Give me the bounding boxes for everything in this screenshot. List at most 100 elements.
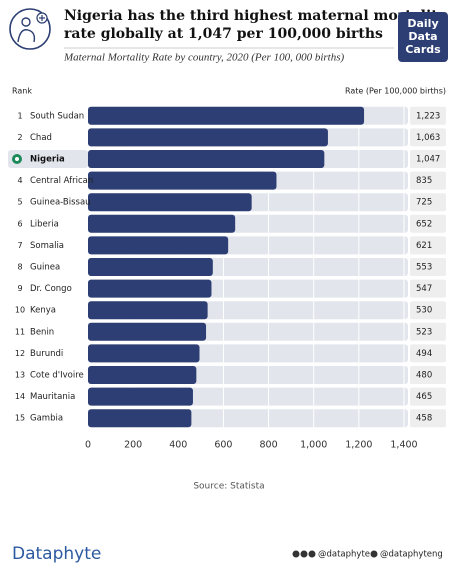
value-box <box>410 344 446 363</box>
bar <box>88 106 365 125</box>
value-box <box>410 171 446 190</box>
value-label: 1,047 <box>416 155 440 165</box>
category-label: Benin <box>30 327 54 337</box>
rank: 13 <box>15 371 25 380</box>
category-label: Central African <box>30 176 93 186</box>
bar <box>88 366 197 384</box>
rank-icon <box>15 157 19 161</box>
value-label: 553 <box>416 263 432 273</box>
value-box <box>410 214 446 233</box>
chart-title: rate globally at 1,047 per 100,000 birth… <box>64 26 383 42</box>
logo-text: Data <box>408 30 437 43</box>
handle: @dataphyte <box>318 550 370 560</box>
value-box <box>410 193 446 212</box>
rank: 5 <box>17 198 22 207</box>
x-tick-label: 400 <box>169 440 187 451</box>
value-label: 465 <box>416 392 432 402</box>
value-label: 652 <box>416 219 432 229</box>
value-label: 1,223 <box>416 111 440 121</box>
axis-label: Rate (Per 100,000 births) <box>345 87 446 96</box>
rank: 1 <box>17 111 22 120</box>
category-label: Liberia <box>30 219 59 229</box>
rank: 4 <box>17 176 22 185</box>
bar <box>88 322 207 341</box>
value-box <box>410 301 446 320</box>
category-label: Mauritania <box>30 392 75 402</box>
category-label: Burundi <box>30 349 63 359</box>
bar <box>88 236 229 255</box>
category-label: South Sudan <box>30 111 84 121</box>
highlight-row <box>8 150 88 168</box>
value-box <box>410 150 446 168</box>
value-label: 458 <box>416 414 432 424</box>
rank-label: Rank <box>12 87 32 96</box>
rank: 12 <box>15 349 25 358</box>
bar <box>88 279 212 298</box>
rank: 11 <box>15 327 25 336</box>
value-label: 1,063 <box>416 133 440 143</box>
x-tick-label: 0 <box>85 440 91 451</box>
brand: Dataphyte <box>12 544 101 564</box>
value-box <box>410 128 446 147</box>
x-tick-label: 800 <box>260 440 278 451</box>
bar <box>88 214 236 233</box>
value-box <box>410 279 446 298</box>
value-box <box>410 236 446 255</box>
chart-subtitle: Maternal Mortality Rate by country, 2020… <box>63 52 344 64</box>
rank: 8 <box>17 263 22 272</box>
value-box <box>410 409 446 428</box>
bar <box>88 387 193 406</box>
value-label: 494 <box>416 349 432 359</box>
category-label: Guinea <box>30 263 60 273</box>
value-box <box>410 322 446 341</box>
value-box <box>410 387 446 406</box>
bar <box>88 258 213 276</box>
x-tick-label: 1,400 <box>390 440 417 451</box>
category-label: Nigeria <box>30 155 65 165</box>
rank: 9 <box>17 284 22 293</box>
bar <box>88 409 192 428</box>
category-label: Kenya <box>30 306 56 316</box>
rank: 15 <box>15 414 25 423</box>
rank: 2 <box>17 133 22 142</box>
x-tick-label: 1,000 <box>300 440 327 451</box>
value-box <box>410 366 446 384</box>
source: Source: Statista <box>193 482 264 492</box>
logo: Daily Data Cards <box>398 12 448 62</box>
x-tick-label: 600 <box>214 440 232 451</box>
value-label: 480 <box>416 371 432 381</box>
category-label: Somalia <box>30 241 64 251</box>
bar <box>88 193 252 212</box>
rank: 10 <box>15 306 25 315</box>
logo-text: Daily <box>407 17 438 30</box>
rank: 6 <box>17 219 22 228</box>
bar <box>88 150 325 168</box>
bar <box>88 128 328 147</box>
chart-title: Nigeria has the third highest maternal m… <box>64 8 447 24</box>
rank: 7 <box>17 241 22 250</box>
x-tick-label: 1,200 <box>345 440 372 451</box>
category-label: Dr. Congo <box>30 284 72 294</box>
social-icons <box>292 550 378 558</box>
value-label: 835 <box>416 176 432 186</box>
category-label: Gambia <box>30 414 63 424</box>
bar <box>88 344 200 363</box>
x-tick-label: 200 <box>124 440 142 451</box>
category-label: Cote d'Ivoire <box>30 371 84 381</box>
logo-text: Cards <box>405 43 441 56</box>
value-label: 530 <box>416 306 432 316</box>
value-label: 547 <box>416 284 432 294</box>
value-label: 523 <box>416 327 432 337</box>
bar <box>88 171 277 190</box>
category-label: Chad <box>30 133 52 143</box>
value-box <box>410 106 446 125</box>
bar <box>88 301 208 320</box>
rank: 14 <box>15 392 25 401</box>
value-box <box>410 258 446 276</box>
category-label: Guinea-Bissau <box>30 198 91 208</box>
value-label: 725 <box>416 198 432 208</box>
header-icon <box>9 8 51 50</box>
value-label: 621 <box>416 241 432 251</box>
handle: @dataphyteng <box>380 550 443 560</box>
